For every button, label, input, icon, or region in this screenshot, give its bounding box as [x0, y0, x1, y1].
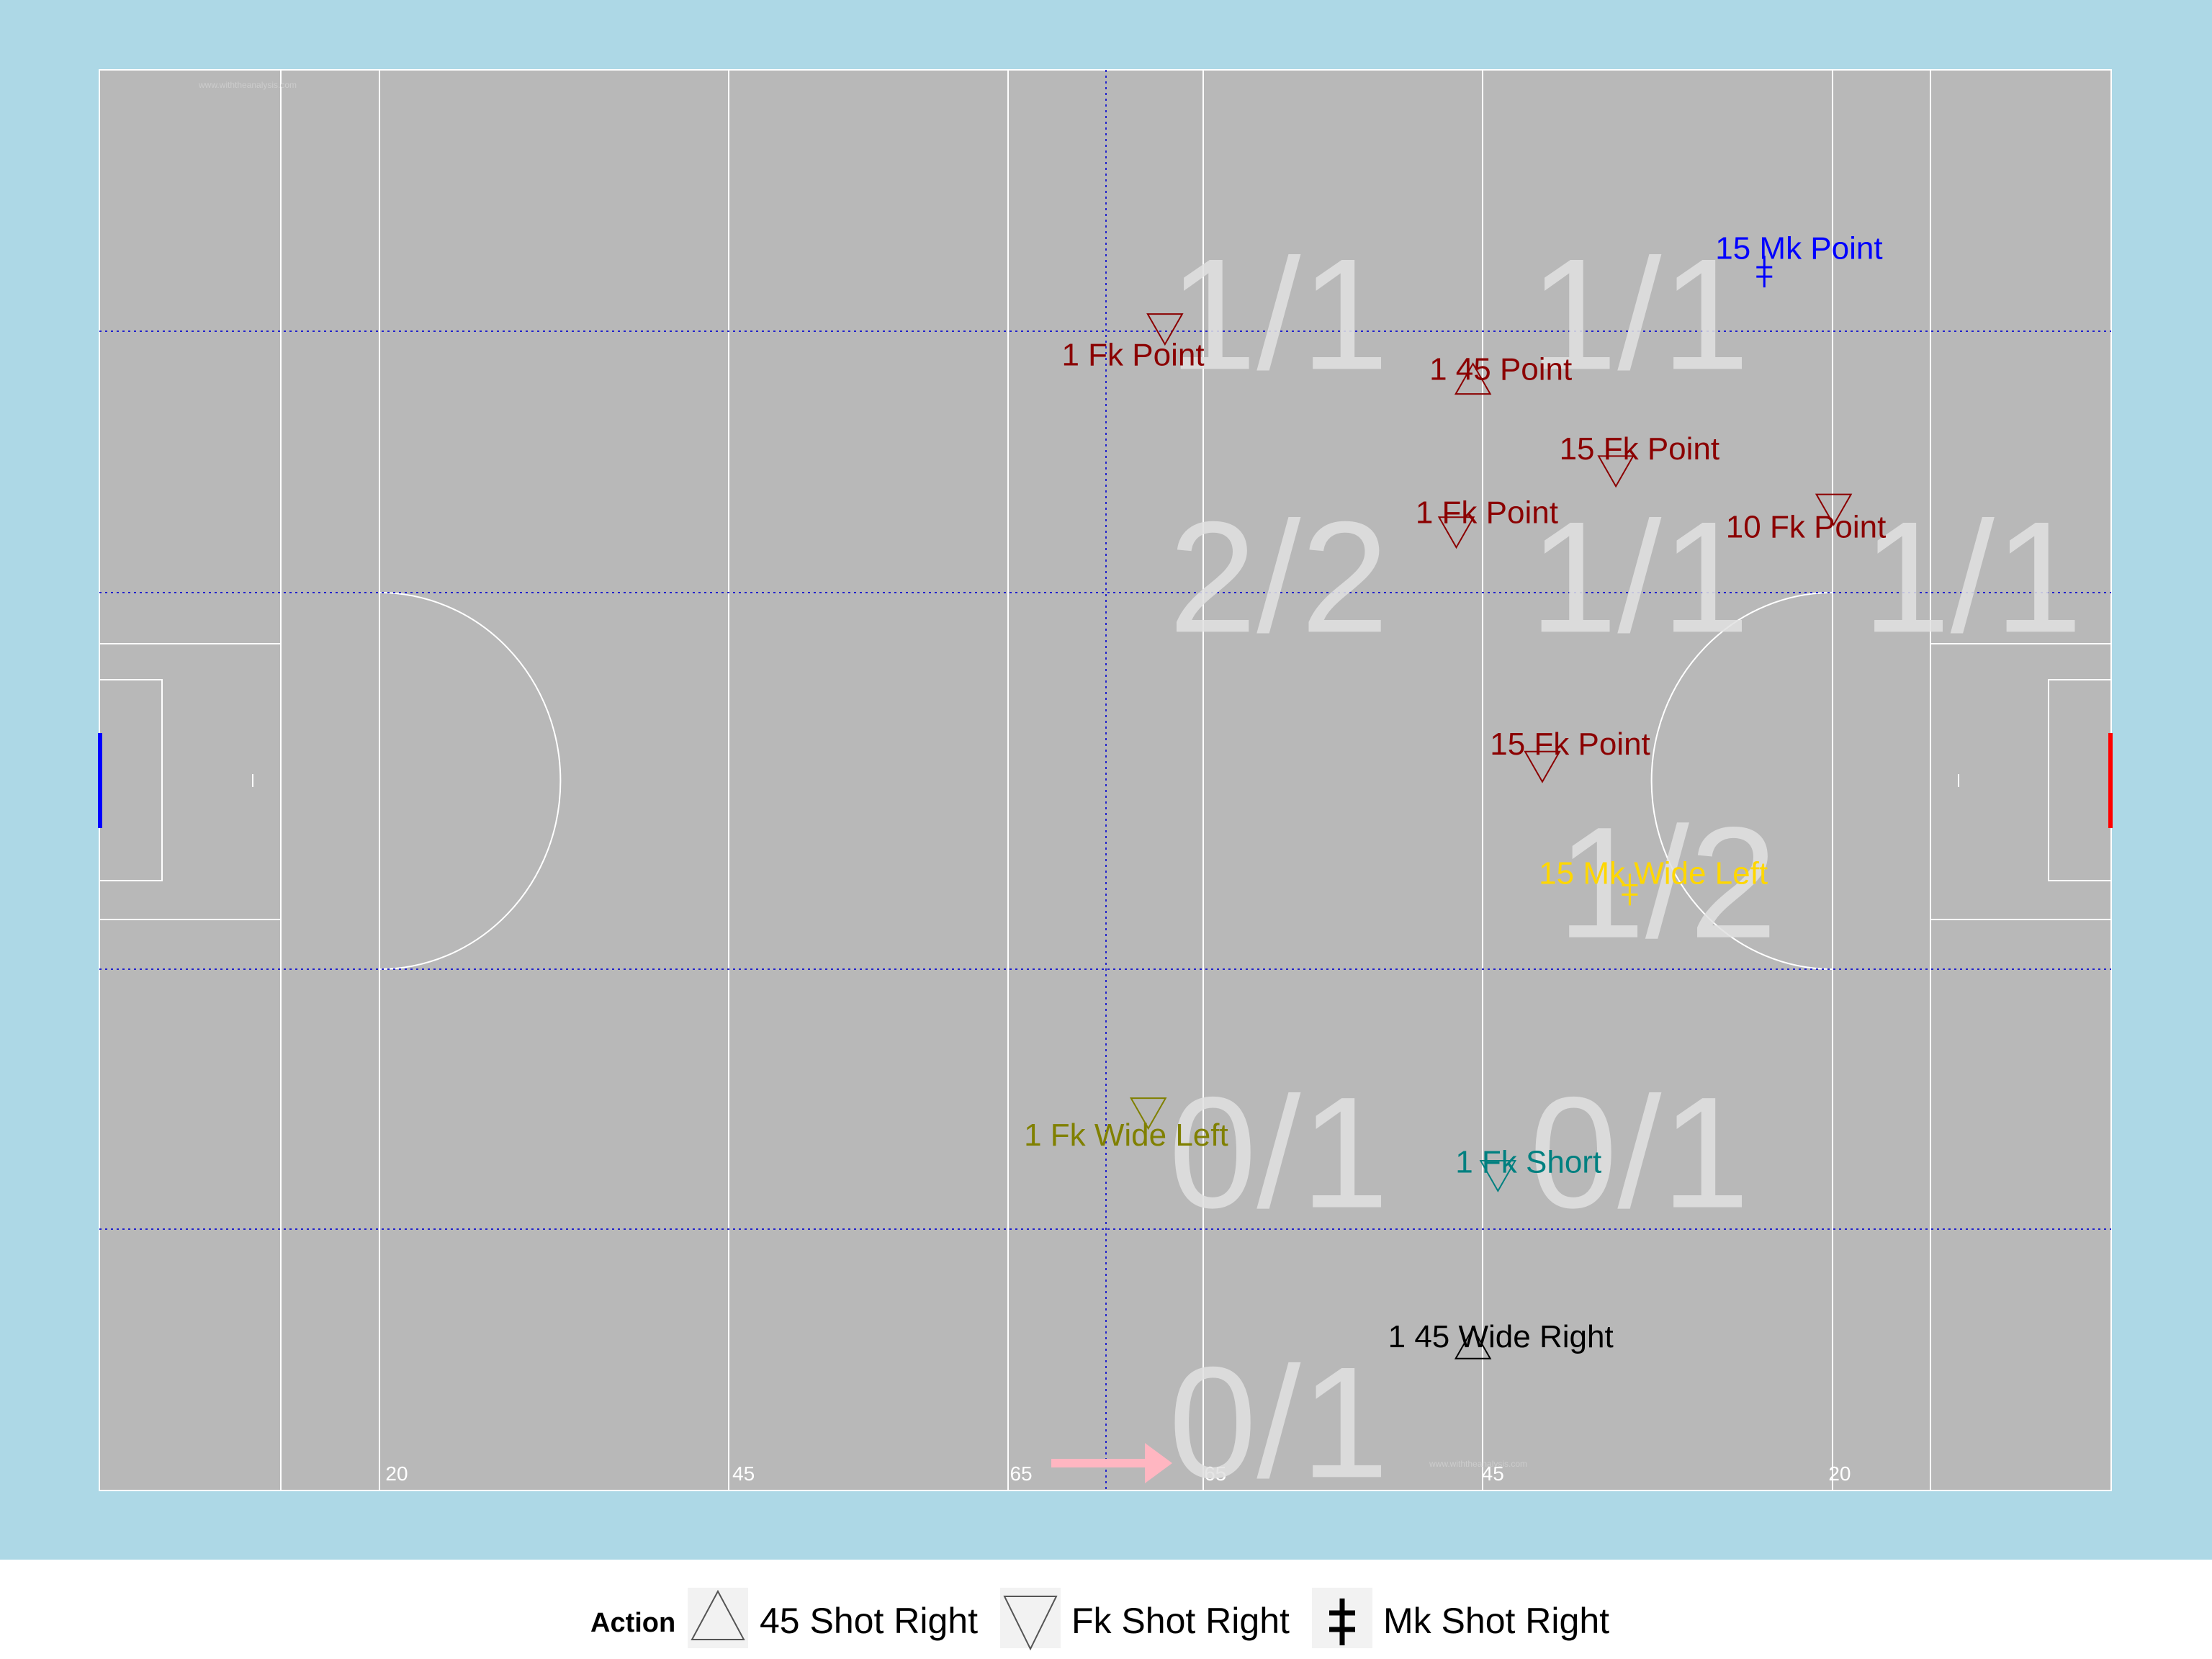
zone-counts: 1/1 1/1 2/2 1/1 1/1 1/2 0/1 0/1 0/1 — [1169, 225, 2082, 1511]
distance-label: 45 — [1482, 1462, 1504, 1485]
legend-title: Action — [590, 1608, 675, 1638]
direction-arrow — [1051, 1443, 1172, 1483]
arc-left — [379, 592, 562, 970]
zone-count: 2/2 — [1169, 488, 1389, 665]
watermark-bottom: www.withtheanalysis.com — [1429, 1459, 1527, 1469]
zone-count: 1/1 — [1169, 225, 1389, 403]
shot-label: 15 Mk Wide Left — [1539, 856, 1768, 891]
distance-label: 20 — [385, 1462, 408, 1485]
arc-right — [1650, 592, 1833, 970]
shot-label: 15 Fk Point — [1560, 431, 1720, 467]
shot-label: 1 45 Point — [1429, 351, 1572, 387]
shot-label: 10 Fk Point — [1726, 509, 1887, 544]
legend-background — [0, 1560, 2212, 1659]
shot-marker-fk — [1146, 313, 1184, 346]
shot-marker-mk — [1622, 873, 1638, 906]
legend: Action 45 Shot Right Fk Shot Right Mk Sh… — [590, 1588, 1609, 1651]
shot-marker-fk — [1479, 1159, 1517, 1193]
zone-count: 1/1 — [1862, 488, 2082, 665]
zone-count: 0/1 — [1169, 1334, 1389, 1511]
zone-grid — [99, 70, 2111, 1491]
shot-marker-45 — [1454, 1326, 1492, 1359]
legend-45-marker — [691, 1589, 745, 1640]
shot-markers — [1130, 256, 1853, 1359]
shot-marker-fk — [1437, 516, 1475, 549]
shot-label: 15 Mk Point — [1715, 231, 1882, 266]
shot-label: 1 Fk Short — [1455, 1144, 1601, 1179]
distance-label: 20 — [1828, 1462, 1851, 1485]
legend-label-45: 45 Shot Right — [760, 1601, 978, 1641]
zone-count: 0/1 — [1529, 1064, 1750, 1241]
legend-key-box — [1000, 1588, 1061, 1648]
shot-label: 15 Fk Point — [1490, 727, 1650, 762]
legend-key-box — [688, 1588, 748, 1648]
legend-mk-marker — [1329, 1599, 1355, 1645]
watermark-top: www.withtheanalysis.com — [198, 80, 297, 90]
distance-label: 45 — [732, 1462, 755, 1485]
shot-marker-fk — [1524, 750, 1561, 783]
distance-labels: 20 45 65 65 45 20 — [385, 1462, 1851, 1485]
zone-count: 1/2 — [1557, 794, 1777, 971]
shot-label: 1 Fk Point — [1416, 495, 1558, 531]
shot-marker-fk — [1597, 455, 1635, 488]
distance-label: 65 — [1010, 1462, 1032, 1485]
zone-count: 1/1 — [1529, 488, 1750, 665]
legend-fk-marker — [1003, 1596, 1058, 1651]
shot-labels: 15 Mk Point 1 Fk Point 1 45 Point 15 Fk Poi… — [1024, 231, 1886, 1354]
direction-arrow-head — [1145, 1443, 1172, 1483]
zone-count: 0/1 — [1169, 1064, 1389, 1241]
legend-label-mk: Mk Shot Right — [1383, 1601, 1609, 1641]
shot-marker-fk — [1815, 493, 1853, 526]
shot-label: 1 Fk Point — [1061, 338, 1204, 373]
shot-marker-mk — [1756, 256, 1773, 288]
shot-marker-45 — [1454, 362, 1492, 395]
shot-label: 1 Fk Wide Left — [1024, 1118, 1228, 1153]
distance-label: 65 — [1204, 1462, 1226, 1485]
shot-label: 1 45 Wide Right — [1388, 1319, 1614, 1354]
shot-marker-fk — [1130, 1097, 1167, 1130]
legend-label-fk: Fk Shot Right — [1071, 1601, 1290, 1641]
zone-count: 1/1 — [1529, 225, 1750, 403]
